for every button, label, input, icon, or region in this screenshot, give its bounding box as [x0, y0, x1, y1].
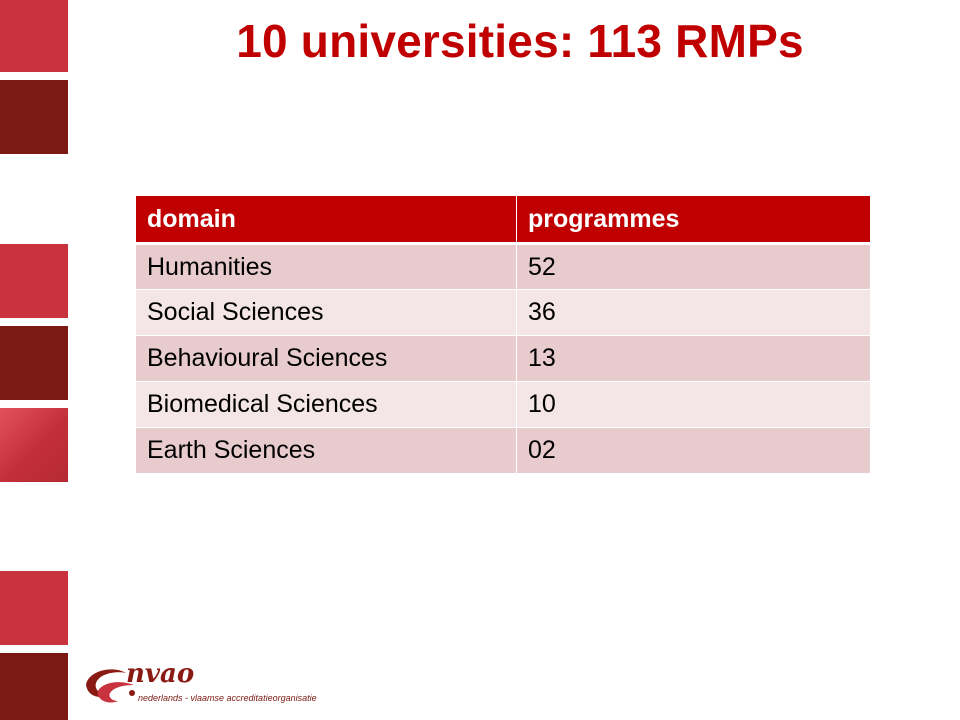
table-row: Earth Sciences 02: [135, 427, 871, 474]
side-block-dark-1: [0, 80, 68, 154]
cell-domain: Humanities: [135, 243, 517, 290]
nvao-swirl-icon: [86, 669, 135, 703]
side-block-red-4: [0, 571, 68, 645]
table-row: Biomedical Sciences 10: [135, 381, 871, 428]
cell-programmes: 02: [516, 427, 871, 474]
table-row: Humanities 52: [135, 243, 871, 290]
cell-domain: Behavioural Sciences: [135, 335, 517, 382]
side-block-red-3: [0, 408, 68, 482]
side-block-red-1: [0, 0, 68, 72]
cell-domain: Earth Sciences: [135, 427, 517, 474]
side-block-red-2: [0, 244, 68, 318]
cell-domain: Biomedical Sciences: [135, 381, 517, 428]
header-domain: domain: [135, 195, 517, 245]
cell-programmes: 52: [516, 243, 871, 290]
side-block-dark-2: [0, 326, 68, 400]
table-header-row: domain programmes: [135, 195, 871, 245]
domain-programmes-table: domain programmes Humanities 52 Social S…: [135, 195, 871, 474]
slide-title: 10 universities: 113 RMPs: [236, 15, 804, 67]
header-programmes: programmes: [516, 195, 871, 245]
side-block-dark-3: [0, 653, 68, 720]
table-row: Behavioural Sciences 13: [135, 335, 871, 382]
cell-programmes: 10: [516, 381, 871, 428]
logo-subtitle: nederlands - vlaamse accreditatieorganis…: [138, 693, 317, 703]
cell-programmes: 13: [516, 335, 871, 382]
cell-domain: Social Sciences: [135, 289, 517, 336]
table-row: Social Sciences 36: [135, 289, 871, 336]
nvao-logo: nvao nederlands - vlaamse accreditatieor…: [70, 655, 317, 717]
logo-wordmark: nvao: [126, 659, 195, 689]
cell-programmes: 36: [516, 289, 871, 336]
